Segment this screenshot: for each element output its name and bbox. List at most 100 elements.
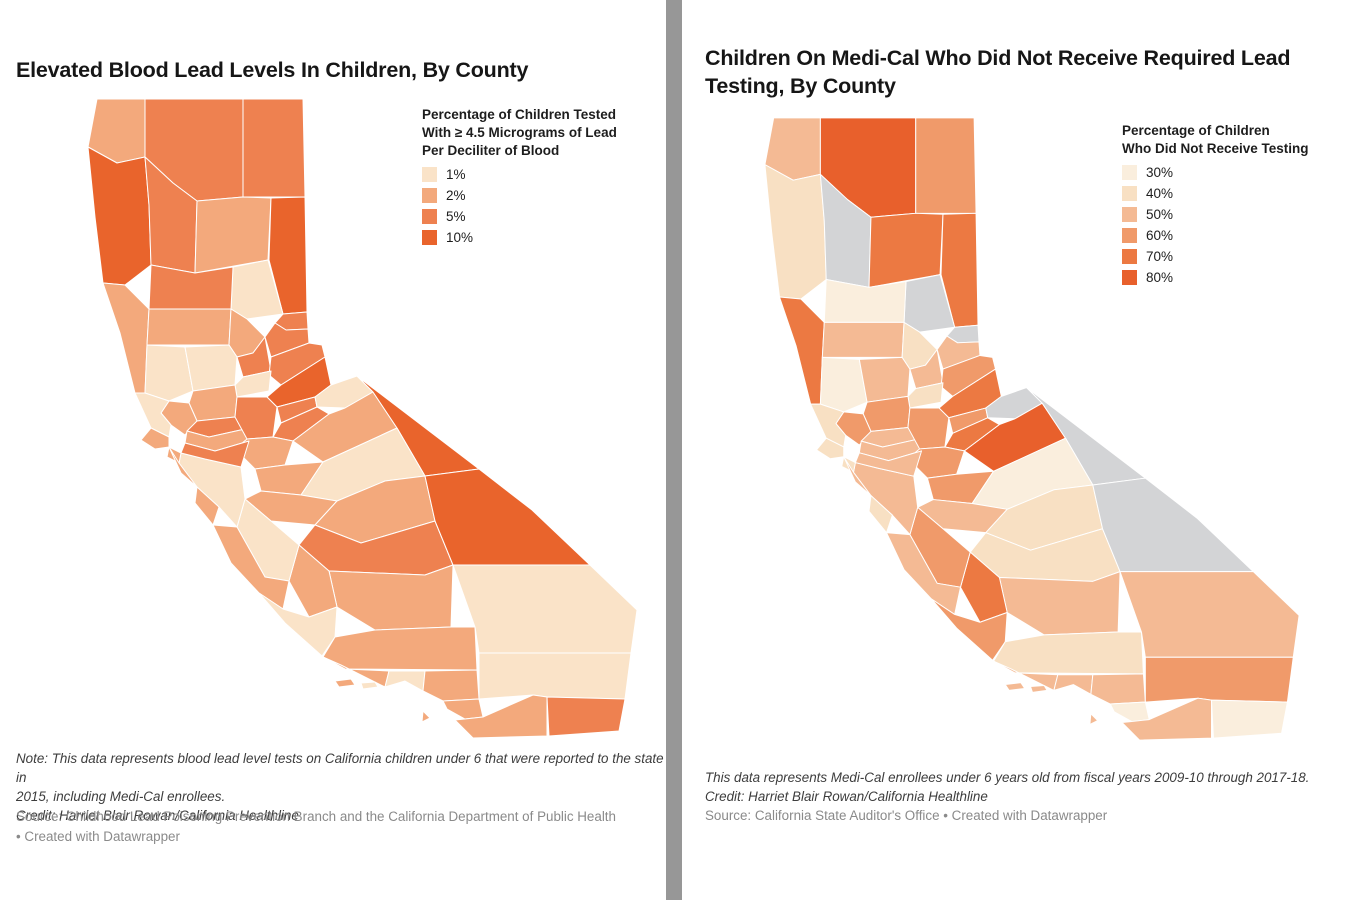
legend-swatch <box>1122 228 1137 243</box>
county-inyo[interactable] <box>424 468 591 566</box>
county-marin[interactable] <box>816 437 845 460</box>
county-tulare[interactable] <box>998 571 1121 636</box>
legend-label: 10% <box>446 230 474 245</box>
county-inyo[interactable] <box>1092 477 1254 573</box>
county-ventura[interactable] <box>384 670 426 692</box>
county-ventura[interactable] <box>1053 674 1094 695</box>
legend-label: 70% <box>1146 249 1174 264</box>
county-catalina-island[interactable] <box>421 710 431 723</box>
legend-swatch <box>422 230 437 245</box>
county-modoc[interactable] <box>915 117 977 214</box>
california-county-map-lead-levels <box>85 95 640 745</box>
county-alameda[interactable] <box>854 450 923 477</box>
legend-item: 60% <box>1122 228 1342 243</box>
legend-items: 1% 2% 5% 10% <box>422 167 652 245</box>
county-channel-islands-east[interactable] <box>360 681 379 690</box>
county-orange[interactable] <box>442 698 484 720</box>
legend-swatch <box>1122 186 1137 201</box>
county-tehama[interactable] <box>823 279 907 323</box>
county-mendocino[interactable] <box>779 296 825 405</box>
county-yolo[interactable] <box>862 395 911 432</box>
county-tulare[interactable] <box>328 564 454 631</box>
county-orange[interactable] <box>1109 701 1150 723</box>
note-line: This data represents Medi-Cal enrollees … <box>705 770 1310 785</box>
county-san-luis-obispo[interactable] <box>258 592 338 657</box>
county-channel-islands-west[interactable] <box>334 678 356 688</box>
county-channel-islands-west[interactable] <box>1004 682 1026 691</box>
legend-title: Percentage of Children Tested With ≥ 4.5… <box>422 106 652 160</box>
county-riverside[interactable] <box>1144 656 1294 703</box>
legend-item: 1% <box>422 167 652 182</box>
county-channel-islands-east[interactable] <box>1030 685 1048 693</box>
county-san-bernardino[interactable] <box>1119 571 1300 658</box>
county-humboldt[interactable] <box>87 146 152 286</box>
county-tehama[interactable] <box>148 264 234 310</box>
county-lake[interactable] <box>144 344 194 402</box>
county-yuba[interactable] <box>236 336 272 378</box>
county-san-diego[interactable] <box>454 694 548 739</box>
credit-line: Credit: Harriet Blair Rowan/California H… <box>16 808 299 823</box>
county-san-bernardino[interactable] <box>452 564 638 654</box>
legend-title-line: Per Deciliter of Blood <box>422 143 560 158</box>
legend-swatch <box>422 188 437 203</box>
legend-label: 30% <box>1146 165 1174 180</box>
legend-swatch <box>1122 249 1137 264</box>
county-alameda[interactable] <box>180 440 250 468</box>
county-imperial[interactable] <box>1211 699 1288 739</box>
county-marin[interactable] <box>140 427 170 450</box>
right-note-block: This data represents Medi-Cal enrollees … <box>705 768 1350 806</box>
county-san-diego[interactable] <box>1121 697 1212 741</box>
county-colusa[interactable] <box>858 356 911 403</box>
california-county-map-lead-testing <box>762 114 1302 747</box>
legend-label: 50% <box>1146 207 1174 222</box>
legend-lead-testing: Percentage of Children Who Did Not Recei… <box>1122 122 1342 285</box>
county-los-angeles[interactable] <box>422 669 480 702</box>
legend-swatch <box>422 209 437 224</box>
county-monterey[interactable] <box>212 524 290 610</box>
county-san-mateo[interactable] <box>843 456 872 497</box>
county-kern[interactable] <box>993 631 1144 675</box>
county-san-mateo[interactable] <box>168 446 198 488</box>
legend-swatch <box>1122 270 1137 285</box>
legend-swatch <box>1122 207 1137 222</box>
county-yuba[interactable] <box>909 349 944 390</box>
left-note-block: Note: This data represents blood lead le… <box>16 749 666 825</box>
legend-label: 60% <box>1146 228 1174 243</box>
legend-title-line: Who Did Not Receive Testing <box>1122 141 1309 156</box>
right-source-block: Source: California State Auditor's Offic… <box>705 806 1350 826</box>
legend-label: 5% <box>446 209 466 224</box>
legend-item: 5% <box>422 209 652 224</box>
left-chart-title: Elevated Blood Lead Levels In Children, … <box>16 56 656 84</box>
legend-title-line: Percentage of Children <box>1122 123 1270 138</box>
source-line: Source: California State Auditor's Offic… <box>705 808 1108 823</box>
county-monterey[interactable] <box>886 532 961 615</box>
county-glenn[interactable] <box>146 308 232 346</box>
county-mendocino[interactable] <box>102 282 150 394</box>
legend-label: 40% <box>1146 186 1174 201</box>
legend-item: 70% <box>1122 249 1342 264</box>
county-humboldt[interactable] <box>764 164 827 300</box>
county-san-luis-obispo[interactable] <box>930 598 1008 661</box>
legend-item: 40% <box>1122 186 1342 201</box>
county-glenn[interactable] <box>821 321 905 358</box>
county-sutter[interactable] <box>234 370 272 398</box>
county-lake[interactable] <box>819 356 868 413</box>
county-catalina-island[interactable] <box>1089 713 1099 725</box>
county-los-angeles[interactable] <box>1090 673 1146 705</box>
legend-item: 2% <box>422 188 652 203</box>
county-yolo[interactable] <box>188 384 238 422</box>
source-line: Source: Childhood Lead Poisoning Prevent… <box>16 809 616 824</box>
legend-item: 10% <box>422 230 652 245</box>
county-modoc[interactable] <box>242 98 306 198</box>
title-line: Children On Medi-Cal Who Did Not Receive… <box>705 46 1291 70</box>
county-imperial[interactable] <box>546 696 626 737</box>
right-chart-title: Children On Medi-Cal Who Did Not Receive… <box>705 44 1345 100</box>
county-riverside[interactable] <box>478 652 632 700</box>
county-kern[interactable] <box>322 626 478 671</box>
county-sutter[interactable] <box>907 382 944 409</box>
legend-lead-levels: Percentage of Children Tested With ≥ 4.5… <box>422 106 652 245</box>
county-colusa[interactable] <box>184 344 238 392</box>
legend-swatch <box>422 167 437 182</box>
legend-item: 50% <box>1122 207 1342 222</box>
